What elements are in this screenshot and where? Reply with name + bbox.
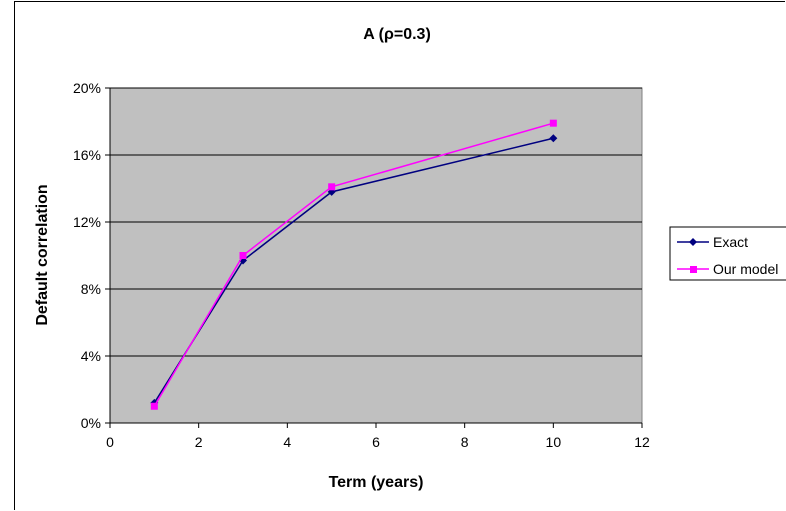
y-tick-label: 4% <box>81 348 101 364</box>
x-tick-label: 8 <box>461 434 469 450</box>
x-tick-label: 10 <box>546 434 562 450</box>
x-tick-label: 2 <box>195 434 203 450</box>
series-line-our-model <box>153 122 554 407</box>
legend-box <box>669 226 786 281</box>
data-point-our-model <box>549 119 557 127</box>
data-point-our-model <box>239 252 247 259</box>
legend-label-our-model: Our model <box>713 261 778 277</box>
y-tick-label: 8% <box>81 281 101 297</box>
data-point-our-model <box>150 402 158 410</box>
chart-area: A (ρ=0.3) 0% 4% 8% 12% 16% 20% 0 2 4 6 8 10 12 Term … <box>14 1 786 510</box>
x-tick-label: 4 <box>283 434 291 450</box>
legend-marker-exact <box>689 238 697 246</box>
x-axis-title: Term (years) <box>329 474 424 491</box>
data-point-exact <box>549 134 558 143</box>
legend-label-exact: Exact <box>713 234 748 250</box>
data-point-our-model <box>328 183 336 191</box>
series-layer <box>150 119 558 410</box>
x-tick-label: 12 <box>634 434 650 450</box>
y-axis-title: Default correlation <box>34 184 51 325</box>
x-tick-label: 6 <box>372 434 380 450</box>
y-tick-label: 0% <box>81 415 101 431</box>
plot-area <box>109 87 643 424</box>
chart-title: A (ρ=0.3) <box>363 26 431 43</box>
gridlines <box>110 87 642 357</box>
legend-marker-our-model <box>690 266 697 273</box>
y-tick-label: 16% <box>73 147 101 163</box>
x-tick-label: 0 <box>106 434 114 450</box>
legend: Exact Our model <box>669 226 786 281</box>
y-tick-label: 12% <box>73 214 101 230</box>
y-tick-label: 20% <box>73 80 101 96</box>
axes: 0% 4% 8% 12% 16% 20% 0 2 4 6 8 10 12 <box>73 80 650 450</box>
